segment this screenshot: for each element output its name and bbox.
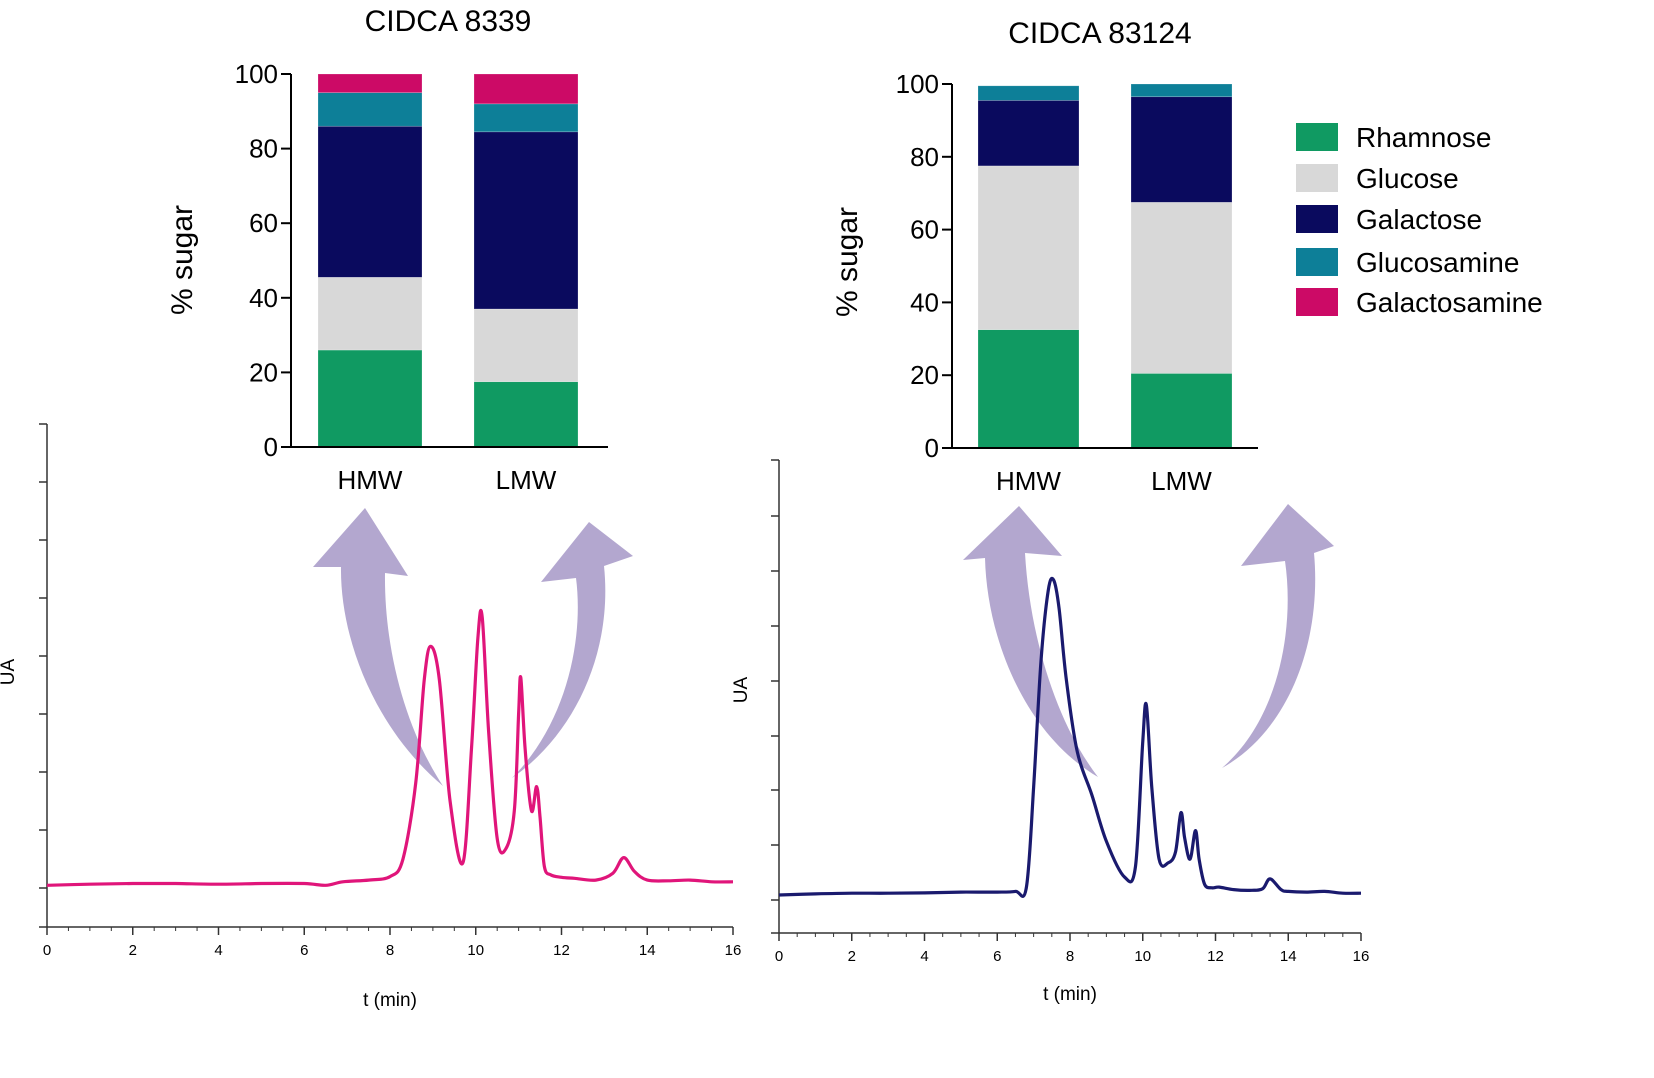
y-tick-label-100: 100 [896,69,939,99]
y-axis-label: % sugar [831,207,864,317]
bar-segment-hmw-glucose [977,165,1080,330]
bar-segment-lmw-rhamnose [1130,373,1233,449]
y-axis-label: UA [731,676,752,703]
x-tick-label-0: 0 [775,948,783,965]
bar-segment-lmw-galactose [1130,96,1233,203]
legend-swatch-galactosamine [1296,288,1338,316]
y-tick-label-20: 20 [249,357,278,387]
y-tick-label-80: 80 [249,134,278,164]
x-tick-label-8: 8 [386,942,394,959]
bar-segment-lmw-glucosamine [473,103,579,133]
legend-swatch-galactose [1296,205,1338,233]
bar-segment-hmw-galactose [317,125,423,278]
y-tick-label-80: 80 [910,142,939,172]
legend-label-glucose: Glucose [1356,163,1459,194]
x-tick-label-8: 8 [1066,948,1074,965]
bar-segment-hmw-glucosamine [977,85,1080,101]
y-tick-label-40: 40 [910,287,939,317]
x-tick-label-4: 4 [920,948,928,965]
legend-swatch-glucosamine [1296,248,1338,276]
bar-segment-lmw-galactosamine [473,73,579,105]
chromatogram-trace [46,608,734,887]
x-tick-label-0: 0 [43,942,51,959]
y-tick-label-20: 20 [910,360,939,390]
chromatogram-trace [778,576,1362,898]
arrow-8339-hmw [313,508,443,786]
x-tick-label-lmw: LMW [1151,466,1212,496]
legend-swatch-rhamnose [1296,123,1338,151]
x-tick-label-16: 16 [725,942,742,959]
x-tick-label-14: 14 [1280,948,1297,965]
bar-segment-hmw-rhamnose [977,329,1080,449]
bar-chart-cidca-83124: HMW LMW 0 20 40 60 80 100 CIDCA 83124 % sugar [831,17,1258,496]
x-tick-label-2: 2 [848,948,856,965]
bar-segment-lmw-galactose [473,131,579,310]
x-tick-label-14: 14 [639,942,656,959]
bar-chart-cidca-8339: HMW LMW 0 20 40 60 80 100 CIDCA 8339 % sugar [166,5,608,495]
x-tick-label-10: 10 [467,942,484,959]
legend-label-rhamnose: Rhamnose [1356,122,1491,153]
y-tick-label-0: 0 [264,432,278,462]
x-axis-label: t (min) [1043,984,1097,1005]
sugar-legend: Rhamnose Glucose Galactose Glucosamine Galac… [1296,122,1543,318]
x-tick-label-hmw: HMW [996,466,1061,496]
x-tick-label-2: 2 [129,942,137,959]
bar-segment-hmw-galactose [977,100,1080,167]
arrow-83124-lmw [1222,504,1334,768]
chart-title: CIDCA 8339 [365,5,532,38]
bar-segment-lmw-rhamnose [473,381,579,448]
x-tick-label-6: 6 [300,942,308,959]
chromatogram-cidca-8339: 0 2 4 6 8 10 12 14 16 UA t (min) [0,423,742,1011]
x-tick-label-lmw: LMW [496,465,557,495]
legend-label-galactose: Galactose [1356,204,1482,235]
chromatogram-cidca-83124: 0 2 4 6 8 10 12 14 16 UA t (min) [731,459,1370,1005]
bar-segment-hmw-rhamnose [317,349,423,448]
bar-segment-lmw-glucose [1130,202,1233,374]
legend-label-glucosamine: Glucosamine [1356,247,1519,278]
y-tick-label-60: 60 [249,208,278,238]
y-axis-label: UA [0,658,19,685]
bar-segment-hmw-galactosamine [317,73,423,93]
y-tick-label-60: 60 [910,215,939,245]
y-tick-label-0: 0 [925,433,939,463]
x-tick-label-12: 12 [553,942,570,959]
arrow-83124-hmw [963,506,1098,777]
x-tick-label-hmw: HMW [338,465,403,495]
chart-title: CIDCA 83124 [1008,17,1191,50]
y-axis-label: % sugar [166,205,199,315]
bar-segment-hmw-glucosamine [317,92,423,127]
bar-segment-lmw-glucosamine [1130,83,1233,98]
x-tick-label-4: 4 [214,942,222,959]
bar-segment-lmw-glucose [473,308,579,383]
legend-swatch-glucose [1296,164,1338,192]
x-tick-label-10: 10 [1134,948,1151,965]
arrow-8339-lmw [512,522,633,778]
x-tick-label-16: 16 [1353,948,1370,965]
y-tick-label-40: 40 [249,283,278,313]
x-axis-label: t (min) [363,990,417,1011]
x-tick-label-12: 12 [1207,948,1224,965]
x-tick-label-6: 6 [993,948,1001,965]
bar-segment-hmw-glucose [317,276,423,351]
annotation-arrows [313,504,1334,786]
legend-label-galactosamine: Galactosamine [1356,287,1543,318]
y-tick-label-100: 100 [235,59,278,89]
